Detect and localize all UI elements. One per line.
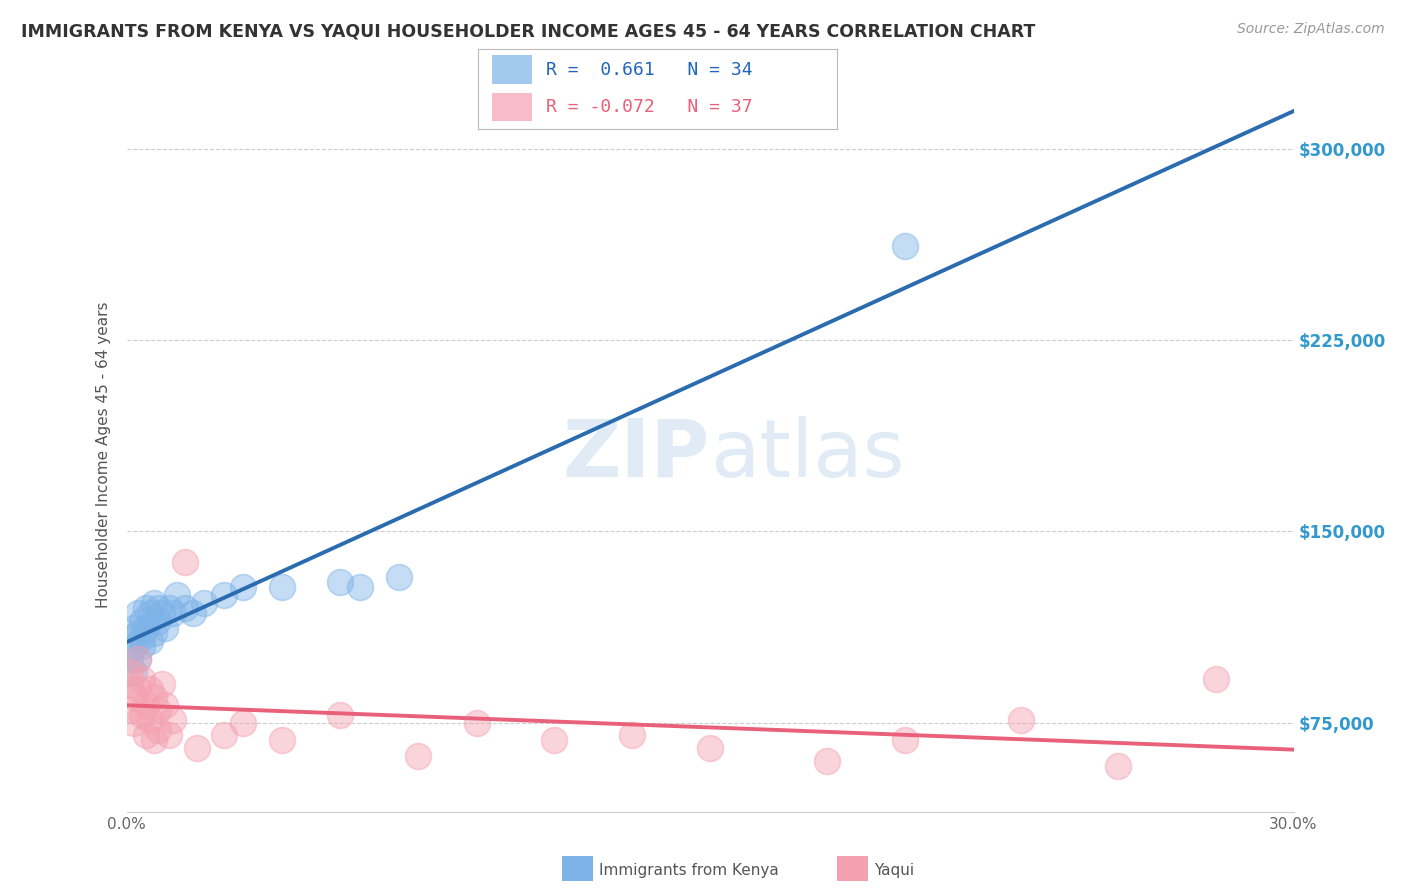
Point: [142, 626, 165, 640]
Point: [131, 614, 153, 628]
Point: [150, 606, 173, 620]
Point: [124, 665, 146, 679]
Point: [135, 600, 157, 615]
Point: [127, 652, 149, 666]
Point: [271, 581, 294, 595]
Point: [893, 733, 915, 747]
Point: [329, 707, 352, 722]
Point: [232, 715, 254, 730]
Point: [131, 707, 153, 722]
Point: [142, 596, 165, 610]
Point: [127, 626, 149, 640]
Point: [388, 570, 411, 584]
Y-axis label: Householder Income Ages 45 - 64 years: Householder Income Ages 45 - 64 years: [96, 301, 111, 608]
Bar: [492, 55, 531, 84]
Point: [146, 703, 169, 717]
Text: Yaqui: Yaqui: [875, 863, 915, 878]
Point: [157, 600, 180, 615]
Text: Immigrants from Kenya: Immigrants from Kenya: [599, 863, 779, 878]
Point: [699, 741, 721, 756]
Text: IMMIGRANTS FROM KENYA VS YAQUI HOUSEHOLDER INCOME AGES 45 - 64 YEARS CORRELATION: IMMIGRANTS FROM KENYA VS YAQUI HOUSEHOLD…: [21, 22, 1035, 40]
Text: R = -0.072   N = 37: R = -0.072 N = 37: [546, 98, 752, 116]
Point: [186, 741, 208, 756]
Point: [127, 682, 149, 697]
Point: [124, 715, 146, 730]
Text: R =  0.661   N = 34: R = 0.661 N = 34: [546, 61, 752, 78]
Point: [124, 690, 146, 704]
Point: [232, 581, 254, 595]
Point: [139, 634, 162, 648]
Point: [146, 723, 169, 738]
Point: [162, 606, 184, 620]
Point: [193, 596, 215, 610]
Point: [1010, 713, 1032, 727]
Point: [150, 677, 173, 691]
Point: [120, 703, 142, 717]
Point: [124, 621, 146, 635]
Point: [212, 588, 235, 602]
Point: [135, 728, 157, 742]
Text: atlas: atlas: [710, 416, 904, 494]
Point: [146, 600, 169, 615]
Point: [1108, 759, 1130, 773]
Point: [893, 239, 915, 253]
Point: [166, 588, 188, 602]
Point: [815, 754, 838, 768]
Point: [157, 728, 180, 742]
Point: [155, 698, 177, 712]
Point: [349, 581, 371, 595]
Point: [543, 733, 565, 747]
Point: [120, 632, 142, 646]
Point: [181, 606, 204, 620]
Point: [131, 672, 153, 686]
Point: [162, 713, 184, 727]
Point: [142, 733, 165, 747]
Point: [139, 682, 162, 697]
Point: [124, 639, 146, 653]
Point: [120, 665, 142, 679]
Point: [131, 632, 153, 646]
Point: [329, 575, 352, 590]
Point: [142, 690, 165, 704]
Point: [174, 555, 197, 569]
Point: [271, 733, 294, 747]
Point: [120, 677, 142, 691]
Point: [212, 728, 235, 742]
Point: [139, 606, 162, 620]
Point: [155, 621, 177, 635]
Point: [135, 621, 157, 635]
Point: [408, 748, 430, 763]
Point: [621, 728, 644, 742]
Point: [465, 715, 488, 730]
Point: [120, 652, 142, 666]
Bar: [492, 94, 531, 121]
Point: [1205, 672, 1227, 686]
Point: [174, 600, 197, 615]
Point: [127, 652, 149, 666]
Point: [146, 614, 169, 628]
Point: [139, 713, 162, 727]
Point: [131, 639, 153, 653]
Text: Source: ZipAtlas.com: Source: ZipAtlas.com: [1237, 22, 1385, 37]
Point: [127, 606, 149, 620]
Point: [135, 698, 157, 712]
Text: ZIP: ZIP: [562, 416, 710, 494]
